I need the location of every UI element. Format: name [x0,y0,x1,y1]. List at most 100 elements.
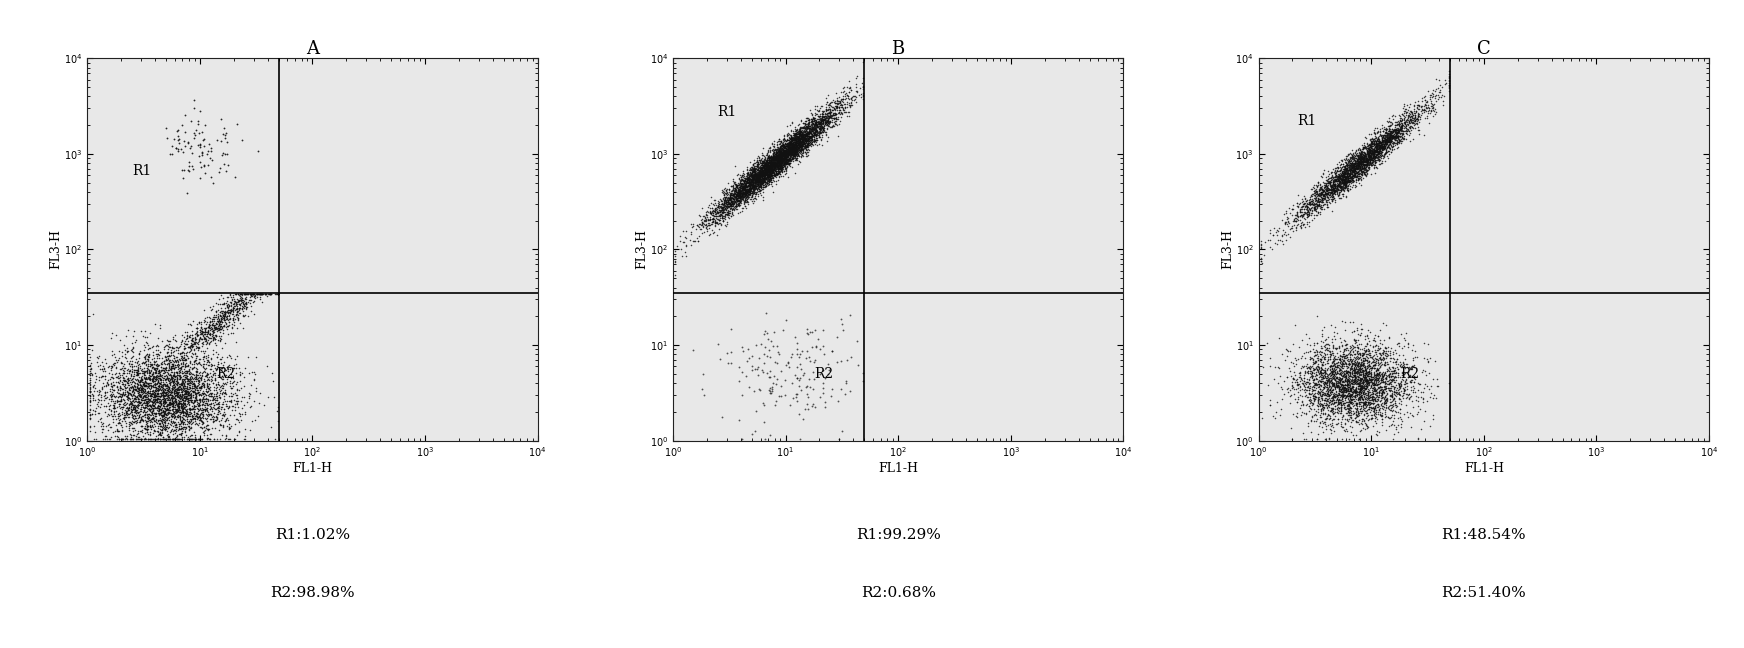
Point [1315,390,1343,400]
Point [769,151,797,161]
Point [773,150,800,160]
Point [1346,385,1374,395]
Point [1393,338,1421,349]
Point [99,402,127,413]
Point [1357,151,1385,161]
Point [195,378,223,389]
Point [187,383,215,393]
Point [152,413,180,424]
Point [181,389,209,399]
Point [1353,391,1381,402]
Point [1292,198,1320,208]
Point [113,389,141,400]
Point [1395,394,1423,404]
Point [792,149,820,159]
Point [1341,386,1369,397]
Point [108,416,136,426]
Point [783,140,811,150]
Point [228,302,256,312]
Point [181,410,209,421]
Point [767,152,795,163]
Point [178,369,206,380]
Point [150,397,178,407]
Point [783,146,811,157]
Point [1332,401,1360,411]
Point [792,130,820,140]
Point [762,158,790,168]
Point [741,180,769,191]
Point [1270,229,1298,239]
Point [164,131,192,141]
Point [760,149,788,159]
Point [1359,154,1386,165]
Point [787,141,814,152]
Point [160,395,188,406]
Point [1329,175,1357,185]
Text: R1: R1 [719,105,738,119]
Point [752,173,780,183]
Point [816,98,844,108]
Point [795,140,823,150]
Point [1386,136,1414,146]
Point [1357,143,1385,154]
Point [764,156,792,166]
Point [160,371,188,382]
Point [755,165,783,175]
Point [141,391,169,401]
Point [197,333,225,343]
Point [823,112,851,122]
Point [1320,392,1348,402]
Point [162,411,190,422]
Point [77,391,105,402]
Point [1336,414,1364,424]
Point [1346,382,1374,393]
Point [1313,393,1341,404]
Point [764,347,792,357]
Point [759,162,787,172]
Point [1334,399,1362,410]
Point [103,408,131,419]
Point [783,138,811,148]
Point [160,330,188,340]
Point [710,188,738,198]
Point [1343,373,1371,383]
Point [797,127,825,137]
Point [1352,380,1380,391]
Point [717,181,745,191]
Point [1385,380,1413,390]
Point [755,167,783,178]
Point [766,147,794,157]
Point [1345,410,1373,421]
Point [766,157,794,168]
Point [1381,130,1409,141]
Point [1306,417,1334,427]
Point [145,365,173,376]
Point [783,130,811,141]
Point [1353,148,1381,159]
Point [720,197,748,207]
Point [748,157,776,168]
Point [724,196,752,206]
Point [183,341,211,352]
Point [766,165,794,176]
Point [799,130,827,141]
Point [1332,169,1360,179]
Point [759,139,787,150]
Point [1318,184,1346,194]
Point [729,176,757,187]
Point [1341,368,1369,378]
Point [166,371,194,381]
Point [783,145,811,155]
Point [787,137,814,147]
Point [213,292,241,302]
Point [1301,371,1329,381]
Point [755,152,783,163]
Point [159,434,187,444]
Point [1366,143,1393,153]
Point [1393,115,1421,126]
Point [1420,102,1448,113]
Point [153,404,181,414]
Point [188,150,216,160]
Point [1355,151,1383,161]
Point [1318,206,1346,216]
